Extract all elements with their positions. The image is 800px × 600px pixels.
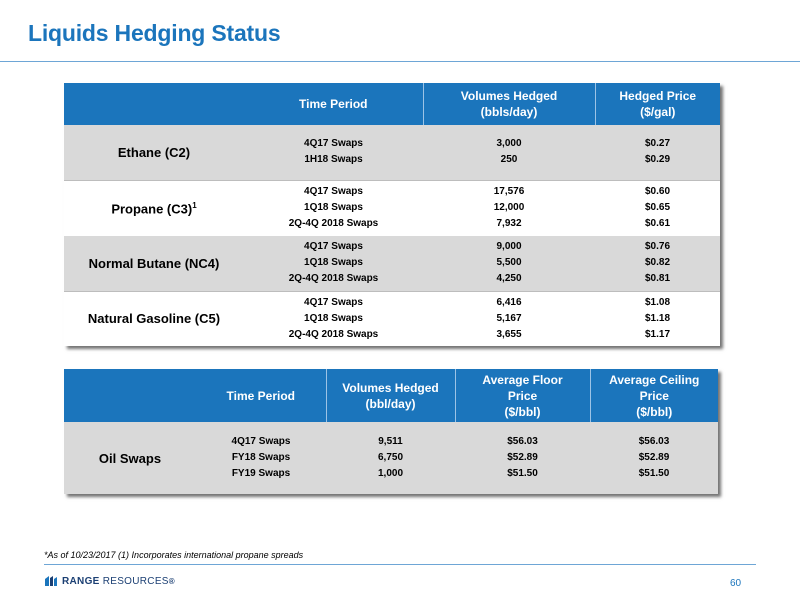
- footnote: *As of 10/23/2017 (1) Incorporates inter…: [44, 550, 304, 560]
- table-row: Normal Butane (NC4) 4Q17 Swaps 1Q18 Swaps…: [64, 236, 720, 291]
- footnote-marker: 1: [192, 200, 197, 210]
- volume-cell: 6,416 5,167 3,655: [423, 290, 595, 346]
- period-cell: 4Q17 Swaps FY18 Swaps FY19 Swaps: [196, 422, 326, 494]
- volume-cell: 9,000 5,500 4,250: [423, 236, 595, 291]
- period-cell: 4Q17 Swaps 1Q18 Swaps 2Q-4Q 2018 Swaps: [244, 179, 423, 236]
- price-cell: $0.76 $0.82 $0.81: [595, 236, 720, 291]
- logo-text-light: RESOURCES: [102, 575, 169, 587]
- period-cell: 4Q17 Swaps 1Q18 Swaps 2Q-4Q 2018 Swaps: [244, 290, 423, 346]
- product-label: Ethane (C2): [64, 125, 244, 180]
- oil-hedging-table: Time Period Volumes Hedged (bbl/day) Ave…: [64, 369, 718, 494]
- liquids-hedging-table: Time Period Volumes Hedged (bbls/day) He…: [64, 83, 720, 346]
- header-volumes-hedged: Volumes Hedged (bbls/day): [422, 83, 595, 125]
- volume-cell: 9,511 6,750 1,000: [326, 422, 455, 494]
- product-label: Normal Butane (NC4): [64, 236, 244, 291]
- product-label: Oil Swaps: [64, 422, 196, 494]
- logo-text-bold: RANGE: [62, 575, 100, 587]
- header-volumes-hedged: Volumes Hedged (bbl/day): [325, 369, 455, 422]
- company-logo: RANGE RESOURCES ®: [44, 575, 175, 587]
- header-hedged-price: Hedged Price ($/gal): [594, 83, 720, 125]
- table-row: Ethane (C2) 4Q17 Swaps 1H18 Swaps 3,000 25…: [64, 125, 720, 180]
- page-number: 60: [730, 578, 742, 589]
- volume-cell: 17,576 12,000 7,932: [423, 179, 595, 236]
- ceiling-price-cell: $56.03 $52.89 $51.50: [590, 422, 718, 494]
- range-logo-icon: [45, 576, 57, 586]
- header-average-floor-price: Average Floor Price ($/bbl): [454, 369, 590, 422]
- table-row: Oil Swaps 4Q17 Swaps FY18 Swaps FY19 Swaps…: [64, 422, 718, 494]
- floor-price-cell: $56.03 $52.89 $51.50: [455, 422, 590, 494]
- table-row: Propane (C3)1 4Q17 Swaps 1Q18 Swaps 2Q-4Q …: [64, 179, 720, 236]
- volume-cell: 3,000 250: [423, 125, 595, 180]
- period-cell: 4Q17 Swaps 1Q18 Swaps 2Q-4Q 2018 Swaps: [244, 236, 423, 291]
- header-time-period: Time Period: [244, 83, 423, 125]
- liquids-header-row: Time Period Volumes Hedged (bbls/day) He…: [64, 83, 720, 125]
- price-cell: $1.08 $1.18 $1.17: [595, 290, 720, 346]
- page-title: Liquids Hedging Status: [28, 20, 281, 46]
- price-cell: $0.60 $0.65 $0.61: [595, 179, 720, 236]
- header-time-period: Time Period: [196, 369, 326, 422]
- header-product-blank: [64, 83, 244, 125]
- period-cell: 4Q17 Swaps 1H18 Swaps: [244, 125, 423, 180]
- oil-header-row: Time Period Volumes Hedged (bbl/day) Ave…: [64, 369, 718, 422]
- price-cell: $0.27 $0.29: [595, 125, 720, 180]
- header-average-ceiling-price: Average Ceiling Price ($/bbl): [589, 369, 718, 422]
- logo-registered-mark: ®: [168, 576, 175, 586]
- title-divider: [0, 61, 800, 62]
- product-label: Natural Gasoline (C5): [64, 290, 244, 346]
- product-label: Propane (C3)1: [64, 179, 244, 236]
- header-product-blank: [64, 369, 196, 422]
- footer-divider: [44, 564, 756, 565]
- table-row: Natural Gasoline (C5) 4Q17 Swaps 1Q18 Swa…: [64, 290, 720, 346]
